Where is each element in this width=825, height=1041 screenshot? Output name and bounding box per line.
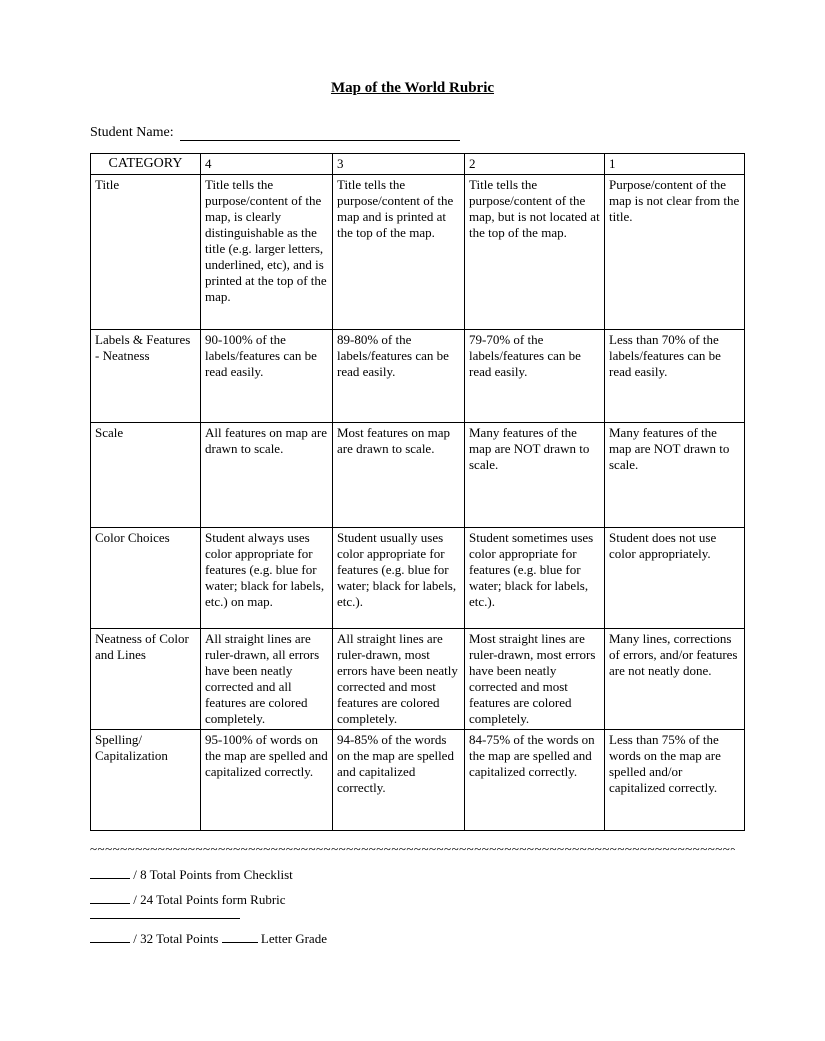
cell: All features on map are drawn to scale. <box>201 423 333 528</box>
cell: Less than 70% of the labels/features can… <box>605 330 745 423</box>
row-category: Scale <box>91 423 201 528</box>
totals-line-final: / 32 Total Points Letter Grade <box>90 927 735 952</box>
table-row: Title Title tells the purpose/content of… <box>91 175 745 330</box>
col-header-1: 1 <box>605 154 745 175</box>
col-header-3: 3 <box>333 154 465 175</box>
cell: Most straight lines are ruler-drawn, mos… <box>465 629 605 730</box>
divider-short <box>90 918 240 919</box>
col-header-4: 4 <box>201 154 333 175</box>
col-header-2: 2 <box>465 154 605 175</box>
rubric-points-input-line[interactable] <box>90 891 130 904</box>
cell: Title tells the purpose/content of the m… <box>333 175 465 330</box>
table-row: Neatness of Color and Lines All straight… <box>91 629 745 730</box>
cell: Less than 75% of the words on the map ar… <box>605 730 745 831</box>
cell: Student does not use color appropriately… <box>605 528 745 629</box>
cell: 79-70% of the labels/features can be rea… <box>465 330 605 423</box>
totals-block: / 8 Total Points from Checklist / 24 Tot… <box>90 863 735 952</box>
letter-grade-input-line[interactable] <box>222 930 258 943</box>
cell: 90-100% of the labels/features can be re… <box>201 330 333 423</box>
cell: Title tells the purpose/content of the m… <box>465 175 605 330</box>
letter-grade-label: Letter Grade <box>261 931 327 946</box>
row-category: Labels & Features - Neatness <box>91 330 201 423</box>
row-category: Color Choices <box>91 528 201 629</box>
cell: Title tells the purpose/content of the m… <box>201 175 333 330</box>
cell: Student usually uses color appropriate f… <box>333 528 465 629</box>
cell: 89-80% of the labels/features can be rea… <box>333 330 465 423</box>
row-category: Title <box>91 175 201 330</box>
total-points-input-line[interactable] <box>90 930 130 943</box>
page-title: Map of the World Rubric <box>90 80 735 97</box>
cell: Most features on map are drawn to scale. <box>333 423 465 528</box>
cell: 95-100% of words on the map are spelled … <box>201 730 333 831</box>
cell: Student always uses color appropriate fo… <box>201 528 333 629</box>
table-row: Spelling/ Capitalization 95-100% of word… <box>91 730 745 831</box>
checklist-points-input-line[interactable] <box>90 866 130 879</box>
student-name-label: Student Name: <box>90 125 174 141</box>
cell: Student sometimes uses color appropriate… <box>465 528 605 629</box>
table-row: Labels & Features - Neatness 90-100% of … <box>91 330 745 423</box>
cell: Many features of the map are NOT drawn t… <box>605 423 745 528</box>
checklist-points-label: / 8 Total Points from Checklist <box>133 867 293 882</box>
table-header-row: CATEGORY 4 3 2 1 <box>91 154 745 175</box>
page: Map of the World Rubric Student Name: CA… <box>0 0 825 1041</box>
cell: 94-85% of the words on the map are spell… <box>333 730 465 831</box>
student-name-input-line[interactable] <box>180 126 460 141</box>
total-points-label: / 32 Total Points <box>133 931 218 946</box>
col-header-category: CATEGORY <box>91 154 201 175</box>
cell: Purpose/content of the map is not clear … <box>605 175 745 330</box>
row-category: Neatness of Color and Lines <box>91 629 201 730</box>
cell: All straight lines are ruler-drawn, all … <box>201 629 333 730</box>
totals-line-checklist: / 8 Total Points from Checklist <box>90 863 735 888</box>
row-category: Spelling/ Capitalization <box>91 730 201 831</box>
divider-wavy: ~~~~~~~~~~~~~~~~~~~~~~~~~~~~~~~~~~~~~~~~… <box>90 841 735 857</box>
cell: All straight lines are ruler-drawn, most… <box>333 629 465 730</box>
rubric-table: CATEGORY 4 3 2 1 Title Title tells the p… <box>90 153 745 831</box>
table-row: Scale All features on map are drawn to s… <box>91 423 745 528</box>
rubric-points-label: / 24 Total Points form Rubric <box>133 892 285 907</box>
cell: Many lines, corrections of errors, and/o… <box>605 629 745 730</box>
student-name-row: Student Name: <box>90 125 735 141</box>
table-row: Color Choices Student always uses color … <box>91 528 745 629</box>
cell: Many features of the map are NOT drawn t… <box>465 423 605 528</box>
cell: 84-75% of the words on the map are spell… <box>465 730 605 831</box>
totals-line-rubric: / 24 Total Points form Rubric <box>90 888 735 913</box>
